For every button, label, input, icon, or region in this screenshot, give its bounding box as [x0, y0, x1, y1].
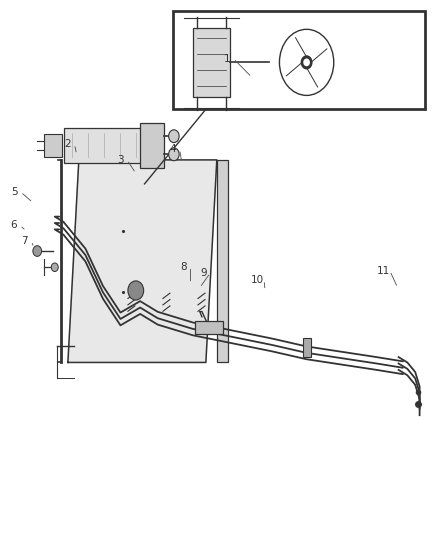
Bar	[303, 338, 311, 357]
Text: 3: 3	[117, 155, 124, 165]
Circle shape	[301, 56, 312, 69]
Bar	[173, 11, 425, 109]
Text: 7: 7	[21, 236, 28, 246]
Circle shape	[128, 281, 144, 300]
Text: 11: 11	[377, 266, 390, 276]
Circle shape	[33, 246, 42, 256]
Bar	[217, 160, 228, 362]
Circle shape	[169, 130, 179, 143]
Text: 6: 6	[10, 221, 17, 230]
Text: 8: 8	[180, 262, 187, 271]
Text: 4: 4	[170, 144, 177, 154]
Bar	[193, 28, 230, 97]
Text: 9: 9	[200, 268, 207, 278]
Text: 10: 10	[251, 275, 264, 285]
Text: 2: 2	[64, 139, 71, 149]
Bar	[44, 134, 62, 157]
Circle shape	[169, 148, 179, 161]
Polygon shape	[68, 160, 217, 362]
Circle shape	[279, 29, 334, 95]
Bar	[140, 123, 164, 168]
Circle shape	[304, 59, 309, 66]
Bar	[195, 321, 223, 335]
Bar	[64, 128, 145, 163]
Text: 1: 1	[223, 54, 230, 63]
Text: 5: 5	[11, 187, 18, 197]
Circle shape	[51, 263, 58, 271]
